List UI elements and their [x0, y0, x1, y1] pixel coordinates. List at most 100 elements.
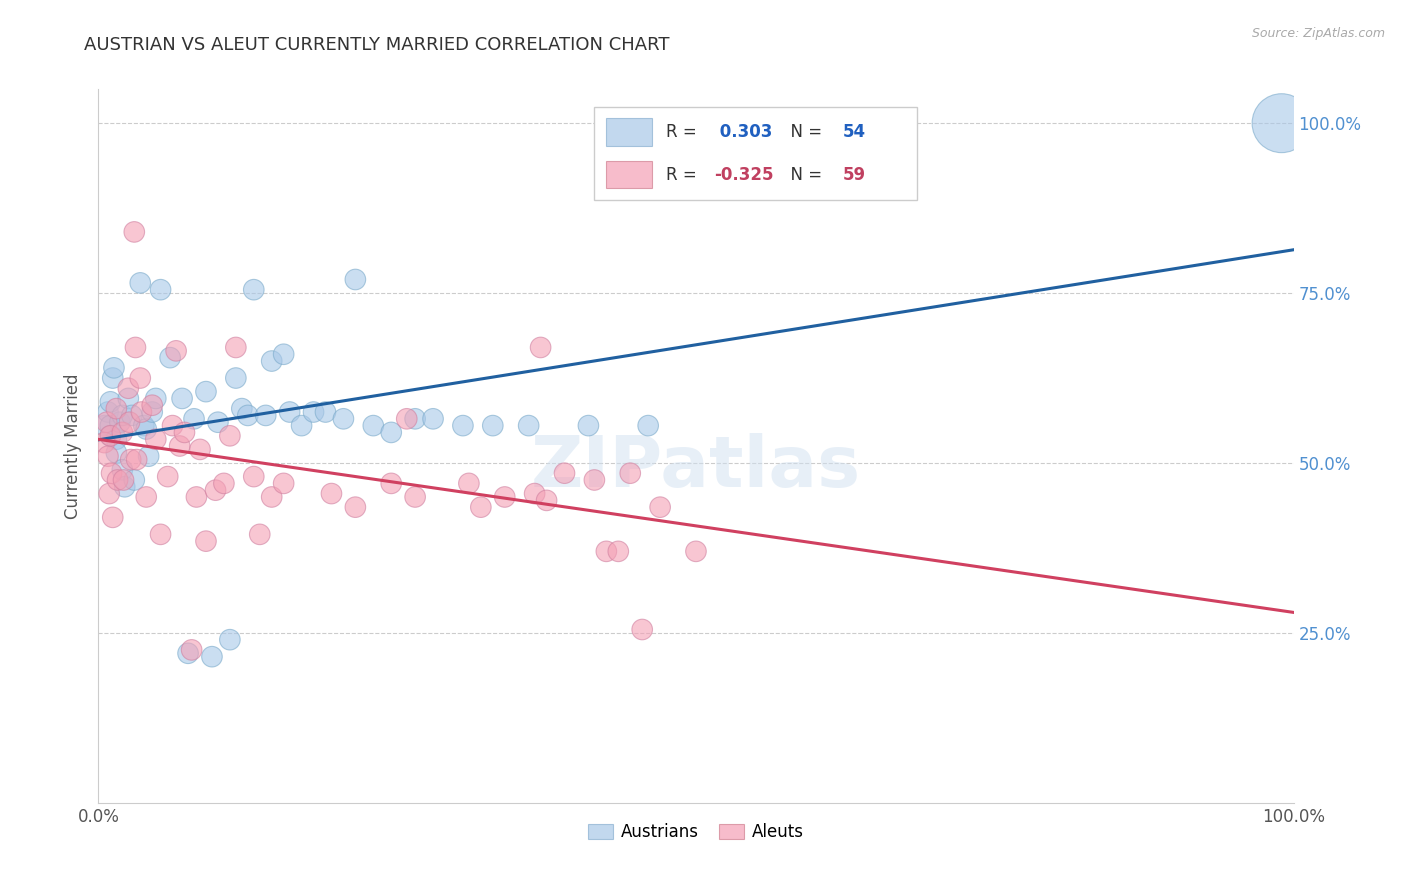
Point: [114, 480, 136, 494]
Point: [395, 412, 418, 426]
Point: [141, 398, 163, 412]
Point: [98, 429, 122, 443]
Point: [321, 486, 343, 500]
Point: [100, 466, 122, 480]
Point: [619, 466, 641, 480]
Point: [380, 476, 402, 491]
Text: N =: N =: [779, 123, 827, 141]
Point: [254, 409, 277, 423]
Point: [494, 490, 516, 504]
Point: [201, 649, 224, 664]
Point: [207, 415, 229, 429]
Point: [124, 473, 146, 487]
Point: [578, 418, 600, 433]
Point: [225, 371, 247, 385]
Point: [103, 360, 125, 375]
Point: [105, 446, 128, 460]
Point: [278, 405, 301, 419]
Text: ZIPatlas: ZIPatlas: [531, 433, 860, 502]
Text: -0.325: -0.325: [714, 166, 773, 184]
Point: [554, 466, 576, 480]
Point: [105, 432, 128, 446]
Point: [111, 463, 134, 477]
Point: [129, 276, 152, 290]
Point: [117, 392, 139, 406]
Point: [131, 405, 153, 419]
Point: [124, 225, 146, 239]
Point: [149, 283, 172, 297]
Point: [125, 452, 148, 467]
Point: [219, 632, 242, 647]
Point: [121, 409, 143, 423]
Point: [120, 452, 142, 467]
Point: [105, 401, 128, 416]
Point: [517, 418, 540, 433]
Point: [212, 476, 235, 491]
Point: [183, 412, 205, 426]
Point: [273, 347, 295, 361]
Point: [1271, 116, 1294, 130]
Point: [523, 486, 546, 500]
Point: [315, 405, 337, 419]
Point: [243, 469, 266, 483]
Point: [97, 449, 120, 463]
Point: [458, 476, 481, 491]
Point: [225, 341, 247, 355]
Point: [169, 439, 191, 453]
Point: [145, 392, 167, 406]
Point: [117, 381, 139, 395]
Point: [108, 415, 131, 429]
Point: [231, 401, 253, 416]
Point: [648, 500, 672, 515]
Point: [595, 544, 617, 558]
Point: [112, 473, 135, 487]
Point: [149, 527, 172, 541]
Point: [631, 623, 654, 637]
Point: [260, 354, 283, 368]
Point: [93, 435, 115, 450]
Point: [530, 341, 553, 355]
Point: [243, 283, 266, 297]
Text: N =: N =: [779, 166, 827, 184]
Point: [273, 476, 295, 491]
Point: [173, 425, 195, 440]
Point: [135, 490, 157, 504]
Point: [118, 415, 141, 429]
Point: [107, 473, 129, 487]
Point: [380, 425, 402, 440]
Text: 54: 54: [844, 123, 866, 141]
Point: [101, 510, 124, 524]
Point: [98, 429, 122, 443]
Point: [195, 384, 218, 399]
Text: 59: 59: [844, 166, 866, 184]
Point: [219, 429, 242, 443]
Point: [302, 405, 325, 419]
Point: [141, 405, 163, 419]
Point: [637, 418, 659, 433]
Point: [129, 371, 152, 385]
Point: [96, 415, 118, 429]
Text: Source: ZipAtlas.com: Source: ZipAtlas.com: [1251, 27, 1385, 40]
Point: [291, 418, 314, 433]
Bar: [606, 161, 652, 188]
Point: [344, 272, 367, 286]
Point: [156, 469, 179, 483]
Point: [177, 646, 200, 660]
Point: [111, 425, 134, 440]
Point: [481, 418, 505, 433]
Point: [188, 442, 211, 457]
Point: [180, 643, 202, 657]
Point: [135, 422, 157, 436]
Bar: [606, 119, 652, 145]
Point: [159, 351, 181, 365]
Point: [422, 412, 444, 426]
Point: [236, 409, 259, 423]
Point: [124, 341, 146, 355]
Point: [98, 418, 122, 433]
Point: [138, 449, 160, 463]
Text: AUSTRIAN VS ALEUT CURRENTLY MARRIED CORRELATION CHART: AUSTRIAN VS ALEUT CURRENTLY MARRIED CORR…: [84, 36, 669, 54]
Point: [404, 490, 426, 504]
Legend: Austrians, Aleuts: Austrians, Aleuts: [581, 817, 811, 848]
Point: [583, 473, 606, 487]
Point: [101, 371, 124, 385]
